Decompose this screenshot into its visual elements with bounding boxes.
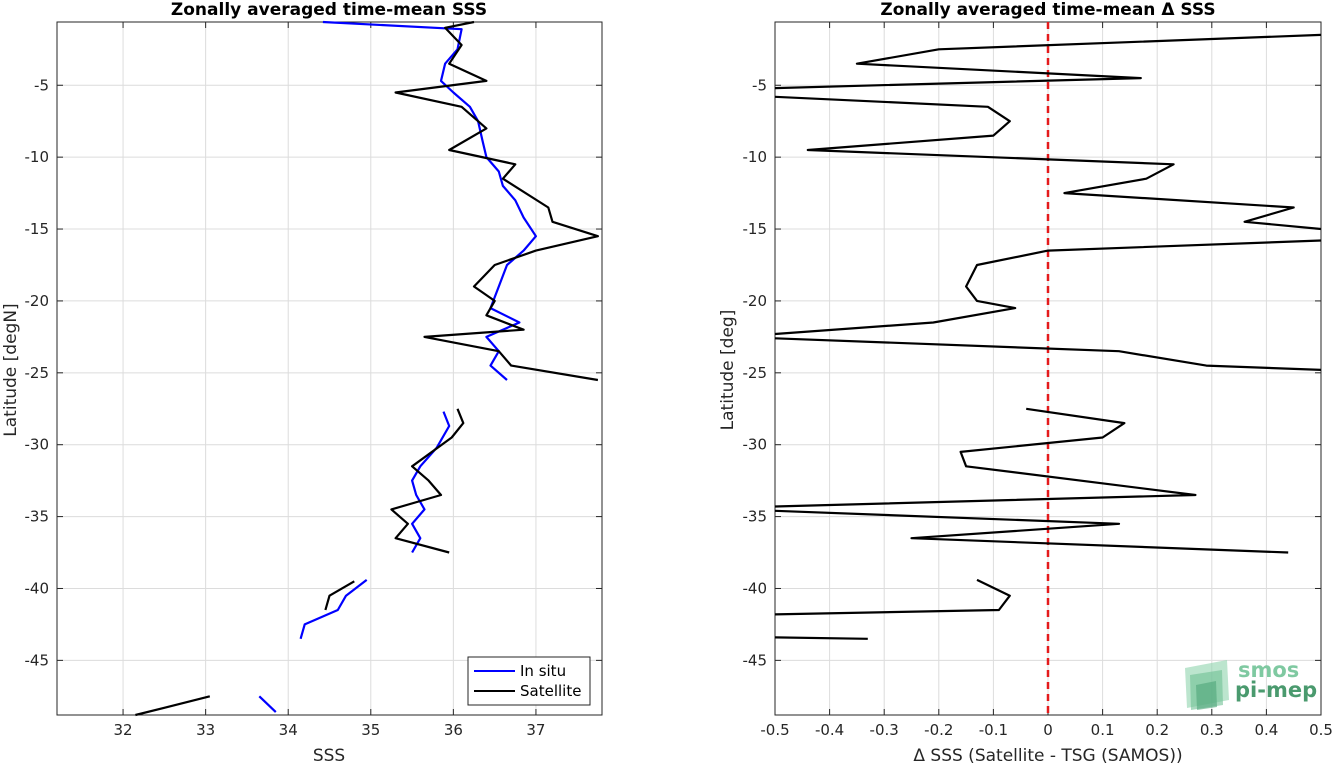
right-series-line-series-0: [774, 578, 1011, 616]
legend-label-satellite: Satellite: [520, 682, 581, 700]
right-chart: Zonally averaged time-mean Δ SSS -0.5 -0.…: [718, 0, 1333, 765]
right-y-axis-label: Latitude [deg]: [718, 310, 738, 431]
left-chart-title: Zonally averaged time-mean SSS: [171, 0, 487, 20]
left-series-line-in-situ: [299, 579, 368, 640]
legend-label-in-situ: In situ: [520, 662, 566, 680]
left-axes-box: [56, 21, 603, 716]
right-series-line-series-0: [774, 239, 1322, 336]
legend: In situ Satellite: [467, 656, 591, 706]
left-y-tick-label: -15: [25, 220, 50, 238]
left-series-line-in-situ: [258, 695, 277, 713]
right-y-tick-label: -25: [743, 364, 768, 382]
right-series-line-series-0: [774, 636, 868, 640]
left-series-line-satellite: [390, 408, 465, 554]
left-y-tick-label: -5: [34, 76, 49, 94]
left-series: [135, 20, 600, 717]
left-x-tick-label: 34: [279, 721, 298, 739]
left-y-tick-label: -25: [25, 364, 50, 382]
left-x-tick-label: 35: [361, 721, 380, 739]
right-y-tick-label: -20: [743, 292, 768, 310]
right-x-tick-label: -0.3: [870, 721, 899, 739]
right-x-tick-label: 0.2: [1145, 721, 1169, 739]
left-y-tick-label: -20: [25, 292, 50, 310]
logo-pimep-text: pi-mep: [1235, 678, 1317, 702]
right-series-line-series-0: [774, 407, 1197, 508]
right-y-tick-label: -10: [743, 148, 768, 166]
left-x-tick-label: 32: [114, 721, 133, 739]
right-series: [774, 22, 1322, 715]
right-y-tick-label: -40: [743, 579, 768, 597]
left-series-line-satellite: [394, 20, 600, 382]
right-y-tick-label: -15: [743, 220, 768, 238]
right-series-line-series-0: [774, 95, 1322, 231]
left-y-tick-label: -30: [25, 436, 50, 454]
right-x-tick-label: 0.3: [1200, 721, 1224, 739]
smos-pi-mep-logo: smos pi-mep: [1185, 658, 1317, 710]
right-x-tick-label: 0.1: [1091, 721, 1115, 739]
left-x-tick-label: 36: [444, 721, 463, 739]
right-x-tick-label: -0.5: [760, 721, 789, 739]
left-series-line-in-situ: [322, 20, 538, 381]
left-series-line-in-situ: [411, 411, 451, 554]
right-x-axis-label: Δ SSS (Satellite - TSG (SAMOS)): [913, 746, 1182, 765]
left-series-line-satellite: [324, 580, 355, 611]
left-y-tick-label: -40: [25, 579, 50, 597]
right-y-tick-label: -35: [743, 508, 768, 526]
right-y-tick-label: -5: [752, 76, 767, 94]
left-x-tick-label: 37: [526, 721, 545, 739]
left-series-line-satellite: [135, 695, 211, 717]
legend-box: [467, 656, 591, 706]
left-y-axis-label: Latitude [degN]: [1, 303, 21, 436]
right-x-tick-label: -0.1: [979, 721, 1008, 739]
right-y-tick-label: -45: [743, 651, 768, 669]
right-x-tick-label: 0.4: [1254, 721, 1278, 739]
right-x-tick-label: 0.5: [1309, 721, 1333, 739]
right-x-tick-label: -0.2: [924, 721, 953, 739]
left-y-tick-label: -45: [25, 651, 50, 669]
right-y-tick-label: -30: [743, 436, 768, 454]
right-x-tick-label: -0.4: [815, 721, 844, 739]
right-ticks: -0.5 -0.4 -0.3 -0.2 -0.1 0 0.1 0.2 0.3 0.4 0.5 -45 -…: [743, 22, 1333, 739]
left-grid: [57, 22, 602, 715]
right-series-line-series-0: [774, 33, 1322, 90]
left-ticks: 32 33 34 35 36 37 -45 -40 -35 -30 -25 -20 -15 -10 -5: [25, 22, 602, 739]
right-x-tick-label: 0: [1043, 721, 1053, 739]
left-y-tick-label: -10: [25, 148, 50, 166]
left-chart: Zonally averaged time-mean SSS 32 33 34 35 3…: [1, 0, 603, 765]
left-x-axis-label: SSS: [313, 746, 345, 765]
right-series-line-series-0: [774, 337, 1322, 371]
left-y-tick-label: -35: [25, 508, 50, 526]
logo-smos-text: smos: [1238, 658, 1299, 682]
left-x-tick-label: 33: [196, 721, 215, 739]
right-series-line-series-0: [774, 509, 1289, 554]
right-chart-title: Zonally averaged time-mean Δ SSS: [880, 0, 1215, 20]
